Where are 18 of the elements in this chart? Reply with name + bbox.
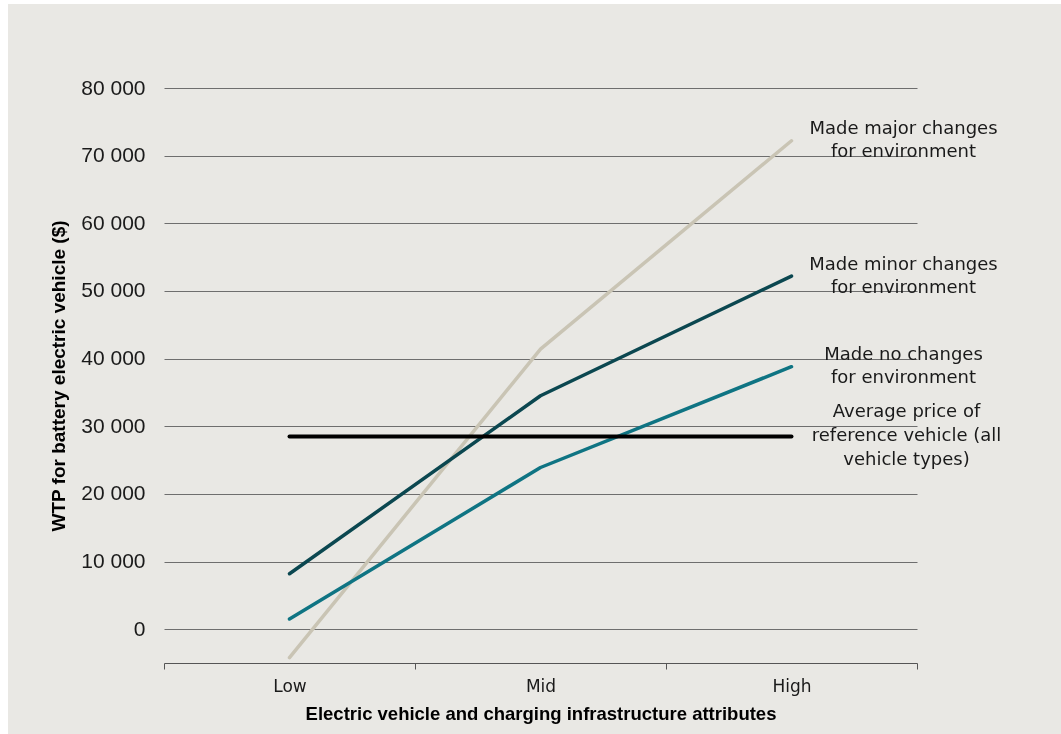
y-tick-label: 40 000 (81, 346, 146, 370)
x-axis-title: Electric vehicle and charging infrastructure attributes (305, 702, 777, 724)
y-tick-label: 80 000 (81, 75, 146, 99)
series-label: Made major changes for environment (809, 117, 998, 162)
y-axis-title: WTP for battery electric vehicle ($) (47, 220, 69, 532)
series-label: Made minor changes for environment (809, 252, 998, 297)
x-tick-label: Low (273, 675, 307, 696)
series-label: Made no changes for environment (824, 343, 983, 388)
y-tick-label: 50 000 (81, 278, 146, 302)
y-tick-label: 30 000 (81, 413, 146, 437)
x-tick-label: Mid (525, 675, 557, 696)
y-tick-label: 0 (133, 616, 146, 640)
y-tick-label: 20 000 (81, 481, 146, 505)
y-tick-label: 60 000 (81, 210, 146, 234)
y-tick-label: 70 000 (81, 143, 146, 167)
ref-line-label: Average price of reference vehicle (all vehicle types) (811, 400, 1002, 470)
x-tick-label: High (772, 675, 812, 696)
y-tick-label: 10 000 (81, 549, 146, 573)
